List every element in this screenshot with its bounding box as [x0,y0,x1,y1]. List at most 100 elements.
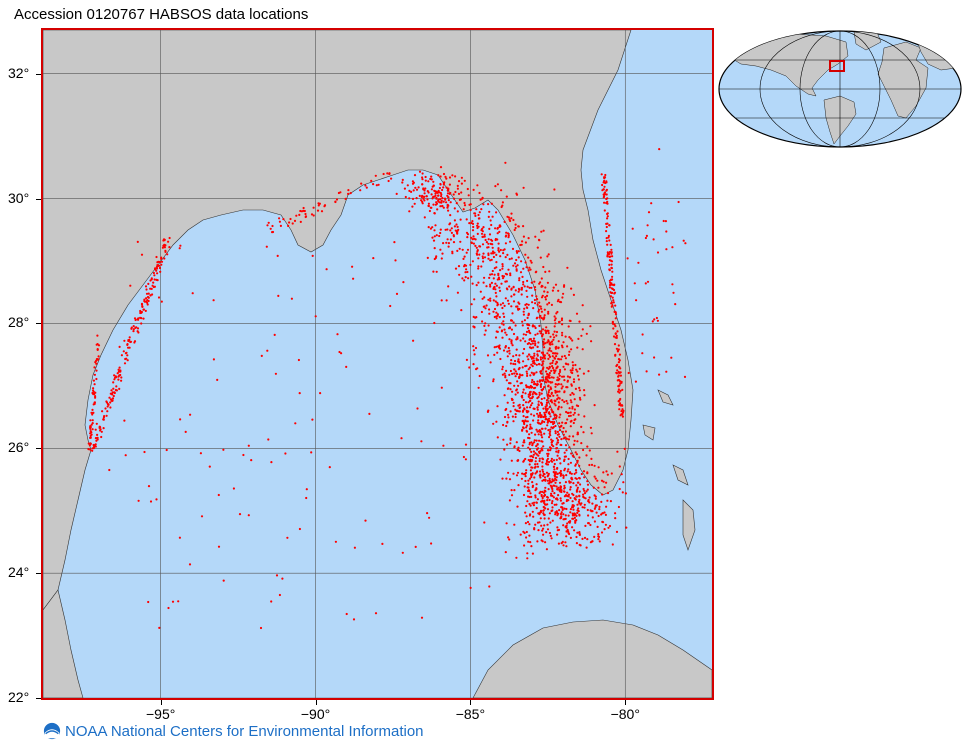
data-point [411,182,415,185]
data-point [658,148,661,151]
data-point [587,370,590,373]
data-point [509,240,512,243]
data-point [557,357,560,361]
data-point [441,252,444,255]
data-point [567,411,570,414]
data-point [535,445,538,448]
data-point [556,390,559,393]
data-point [270,600,273,603]
data-point [578,464,581,467]
data-point [548,389,551,392]
data-point [571,339,574,342]
data-point [578,531,581,534]
data-point [522,415,525,418]
data-point [568,407,571,410]
data-point [522,388,525,391]
data-point [538,316,541,319]
data-point [533,391,536,394]
data-point [99,426,102,429]
data-point [537,363,541,366]
data-point [531,393,534,396]
data-point [520,288,523,291]
data-point [466,233,470,236]
data-point [610,287,613,290]
data-point [601,183,604,187]
data-point [597,466,600,469]
data-point [555,450,558,453]
data-point [538,474,541,477]
data-point [496,278,499,281]
data-point [534,333,537,336]
data-point [556,376,559,379]
data-point [499,303,502,306]
data-point [436,208,439,211]
data-point [469,263,472,266]
data-point [576,459,579,462]
data-point [539,385,542,388]
data-point [608,524,612,528]
data-point [503,328,506,331]
data-point [512,355,515,358]
data-point [526,372,529,375]
data-point [144,285,148,288]
data-point [477,265,480,268]
data-point [474,214,477,217]
data-point [446,189,449,192]
data-point [162,238,166,241]
data-point [481,196,484,199]
data-point [563,437,566,440]
data-point [494,227,497,230]
data-point [492,287,495,290]
data-point [508,338,511,341]
data-point [522,426,525,429]
data-point [621,411,625,414]
data-point [582,470,586,473]
data-point [546,463,550,466]
map-panel[interactable] [41,28,714,700]
data-point [422,187,425,190]
data-point [560,438,563,441]
data-point [515,372,518,375]
data-point [271,231,274,234]
data-point [483,333,486,336]
data-point [420,195,423,199]
data-point [515,354,518,357]
data-point [562,285,566,288]
data-point [476,184,479,187]
data-point [560,472,563,475]
data-point [523,347,526,351]
data-point [517,225,520,228]
data-point [578,498,581,501]
data-point [487,324,490,327]
data-point [505,273,509,276]
data-point [562,375,566,378]
data-point [518,277,521,280]
data-point [146,301,149,304]
y-tick-label: 28° [8,314,30,331]
data-point [530,413,533,416]
data-point [538,282,541,285]
data-point [483,235,486,238]
data-point [533,354,536,357]
data-point [535,317,538,320]
data-point [544,486,547,489]
data-point [529,425,532,429]
data-point [558,457,561,460]
data-point [576,488,579,491]
data-point [653,356,656,359]
data-point [496,351,499,354]
data-point [587,522,590,525]
data-point [621,415,625,418]
data-point [544,329,547,332]
data-point [505,287,508,290]
data-point [537,419,540,422]
data-point [565,410,568,414]
footer-text[interactable]: NOAA National Centers for Environmental … [65,722,424,740]
data-point [563,484,566,487]
data-point [548,371,551,375]
data-point [590,463,594,466]
data-point [593,404,596,407]
data-point [435,270,438,273]
data-point [472,349,475,352]
data-point [641,333,644,336]
